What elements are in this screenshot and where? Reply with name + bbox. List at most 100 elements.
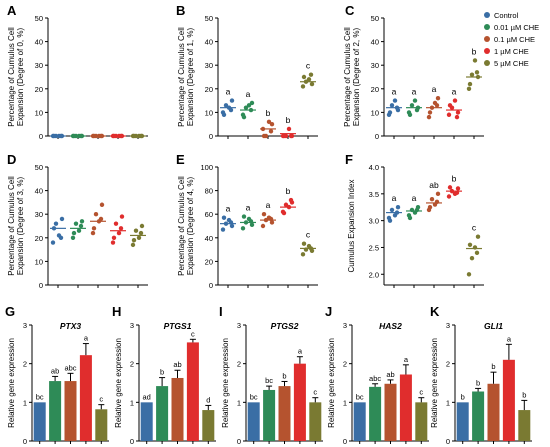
data-point	[447, 103, 453, 108]
panel-label: E	[176, 152, 185, 167]
data-point	[288, 133, 294, 139]
y-tick-label: 0	[446, 437, 450, 446]
data-point	[475, 234, 481, 239]
y-tick-label: 50	[35, 163, 43, 172]
significance-letter: b	[476, 378, 480, 387]
bar	[487, 383, 500, 441]
data-point	[308, 72, 314, 77]
y-tick-label: 30	[205, 61, 213, 70]
y-tick-label: 0	[209, 132, 213, 141]
legend-marker	[484, 12, 490, 18]
data-point	[116, 230, 122, 236]
y-axis-label: Relative gene expression	[114, 338, 123, 428]
significance-letter: b	[286, 186, 291, 196]
significance-letter: b	[491, 362, 495, 371]
gene-title: PTGS2	[271, 321, 299, 331]
bar	[456, 402, 469, 441]
bar	[247, 402, 260, 441]
significance-letter: bc	[36, 392, 44, 401]
significance-letter: a	[507, 334, 512, 343]
significance-letter: c	[99, 395, 103, 404]
bar	[384, 383, 397, 441]
y-tick-label: 4.0	[369, 163, 379, 172]
bar	[95, 409, 108, 441]
panel-k: K 0 1 2 3 Relative gene expression GLI1 b b b a b	[430, 304, 532, 446]
data-point	[249, 100, 255, 106]
y-tick-label: 50	[35, 14, 43, 23]
data-point	[50, 240, 56, 245]
significance-letter: b	[160, 368, 164, 377]
y-tick-label: 10	[371, 108, 379, 117]
significance-letter: ab	[386, 370, 394, 379]
legend-item: Control	[494, 11, 519, 20]
y-tick-label: 2.5	[369, 243, 379, 252]
data-point	[281, 210, 287, 216]
data-point	[407, 112, 413, 117]
data-point	[221, 112, 227, 117]
bar	[399, 374, 412, 441]
data-point	[113, 221, 119, 226]
data-point	[131, 237, 137, 243]
significance-letter: c	[419, 388, 423, 397]
data-point	[427, 205, 433, 210]
y-tick-label: 40	[205, 234, 213, 243]
data-point	[435, 96, 441, 101]
y-tick-label: 3	[343, 321, 347, 330]
panel-label: I	[219, 304, 223, 319]
data-point	[220, 227, 226, 232]
y-tick-label: 1	[237, 398, 241, 407]
data-point	[221, 215, 227, 220]
y-tick-label: 100	[200, 163, 213, 172]
y-tick-label: 0	[237, 437, 241, 446]
bar	[518, 410, 531, 441]
data-point	[269, 220, 275, 225]
panel-h: H 0 1 2 3 Relative gene expression PTGS1 ad bab c…	[112, 304, 216, 446]
data-point	[93, 212, 99, 217]
bar	[353, 402, 366, 441]
y-tick-label: 10	[35, 257, 43, 266]
y-tick-label: 0	[39, 281, 43, 290]
y-tick-label: 3	[23, 321, 27, 330]
data-point	[240, 226, 246, 231]
data-point	[71, 230, 77, 236]
data-point	[90, 230, 96, 236]
y-tick-label: 1	[130, 398, 134, 407]
panel-label: D	[7, 152, 16, 167]
y-tick-label: 0	[375, 132, 379, 141]
y-tick-label: 40	[35, 38, 43, 47]
data-point	[286, 126, 292, 132]
y-tick-label: 1	[446, 398, 450, 407]
significance-letter: b	[461, 392, 465, 401]
y-tick-label: 50	[371, 14, 379, 23]
significance-letter: c	[306, 230, 311, 240]
y-tick-label: 30	[35, 210, 43, 219]
bar	[171, 377, 184, 441]
bar	[263, 389, 276, 441]
data-point	[466, 86, 472, 92]
data-point	[138, 230, 144, 236]
bar	[156, 386, 169, 441]
y-tick-label: 2	[343, 360, 347, 369]
y-axis-label: Percentage of Cumulus CellExpansion (Deg…	[7, 176, 25, 276]
significance-letter: a	[452, 87, 457, 97]
y-tick-label: 0	[343, 437, 347, 446]
data-point	[474, 250, 480, 256]
data-point	[261, 133, 267, 139]
significance-letter: c	[191, 329, 195, 338]
y-tick-label: 2	[130, 360, 134, 369]
data-point	[387, 218, 393, 223]
significance-letter: bc	[356, 392, 364, 401]
panel-label: K	[430, 304, 440, 319]
y-tick-label: 0	[130, 437, 134, 446]
significance-letter: b	[452, 173, 457, 183]
legend-item: 0.1 µM CHE	[494, 35, 535, 44]
y-tick-label: 3	[130, 321, 134, 330]
bar	[64, 381, 77, 441]
data-point	[427, 110, 433, 115]
bar	[278, 386, 291, 441]
data-point	[306, 77, 312, 82]
panel-g: G 0 1 2 3 Relative gene expression PTX3 bc ab abc…	[5, 304, 109, 446]
data-point	[241, 114, 247, 120]
